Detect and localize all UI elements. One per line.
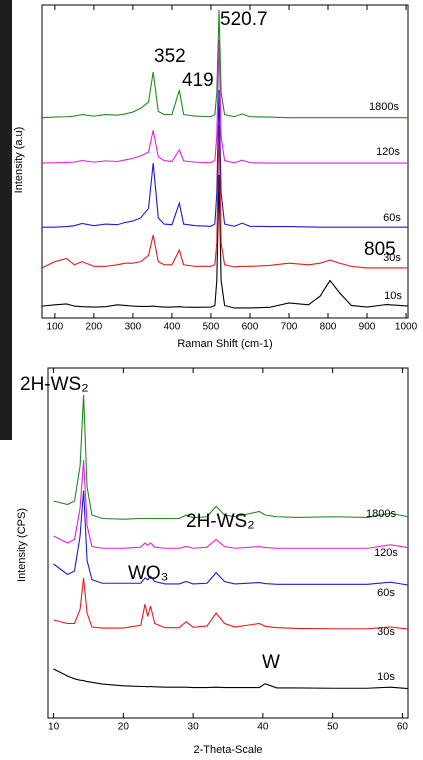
x-tick-label: 800 xyxy=(320,322,337,333)
plot-frame xyxy=(41,4,409,319)
x-tick-label: 10 xyxy=(48,722,60,733)
series-label: 120s xyxy=(374,547,398,559)
spectrum-line xyxy=(53,577,409,630)
spectrum-line xyxy=(53,460,409,549)
x-axis-label: Raman Shift (cm-1) xyxy=(177,338,272,350)
series-label: 120s xyxy=(376,146,400,158)
spectrum-line xyxy=(41,124,408,269)
spectrum-line xyxy=(53,394,409,520)
y-axis-label: Intensity (CPS) xyxy=(16,508,28,582)
annotation: 805 xyxy=(364,239,396,260)
spectrum-line xyxy=(41,40,408,164)
x-tick-label: 30 xyxy=(188,722,200,733)
spectrum-line xyxy=(53,668,409,690)
series-label: 10s xyxy=(377,671,395,683)
annotation: 520.7 xyxy=(220,9,268,30)
series-label: 60s xyxy=(383,212,401,224)
annotation: W xyxy=(262,652,280,673)
x-tick-label: 40 xyxy=(257,722,269,733)
x-tick-label: 500 xyxy=(203,322,220,333)
x-tick-label: 900 xyxy=(359,322,376,333)
x-tick-label: 20 xyxy=(118,722,130,733)
x-tick-label: 200 xyxy=(86,322,103,333)
series-label: 60s xyxy=(377,587,395,599)
annotation: 419 xyxy=(182,70,214,91)
x-tick-label: 100 xyxy=(47,322,64,333)
x-tick-label: 300 xyxy=(125,322,142,333)
series-label: 10s xyxy=(384,290,402,302)
annotation: 2H-WS₂ xyxy=(186,511,255,532)
spectrum-line xyxy=(41,174,409,309)
spectrum-line xyxy=(41,9,408,119)
series-label: 1800s xyxy=(369,101,399,113)
plot-frame xyxy=(47,367,409,719)
annotation: 2H-WS₂ xyxy=(20,374,89,395)
annotation: WO₃ xyxy=(128,563,168,584)
x-tick-label: 60 xyxy=(397,722,409,733)
x-tick-label: 700 xyxy=(281,322,298,333)
spectrum-line xyxy=(42,90,408,228)
x-tick-label: 600 xyxy=(242,322,259,333)
x-tick-label: 50 xyxy=(327,722,339,733)
x-tick-label: 400 xyxy=(164,322,181,333)
series-label: 1800s xyxy=(366,508,396,520)
spectrum-line xyxy=(53,490,409,586)
annotation: 352 xyxy=(154,46,186,67)
x-axis-label: 2-Theta-Scale xyxy=(193,744,262,756)
photo-strip xyxy=(0,0,12,440)
x-tick-label: 1000 xyxy=(395,322,418,333)
series-label: 30s xyxy=(383,252,401,264)
series-label: 30s xyxy=(377,626,395,638)
y-axis-label: Intensity (a.u) xyxy=(13,127,25,194)
